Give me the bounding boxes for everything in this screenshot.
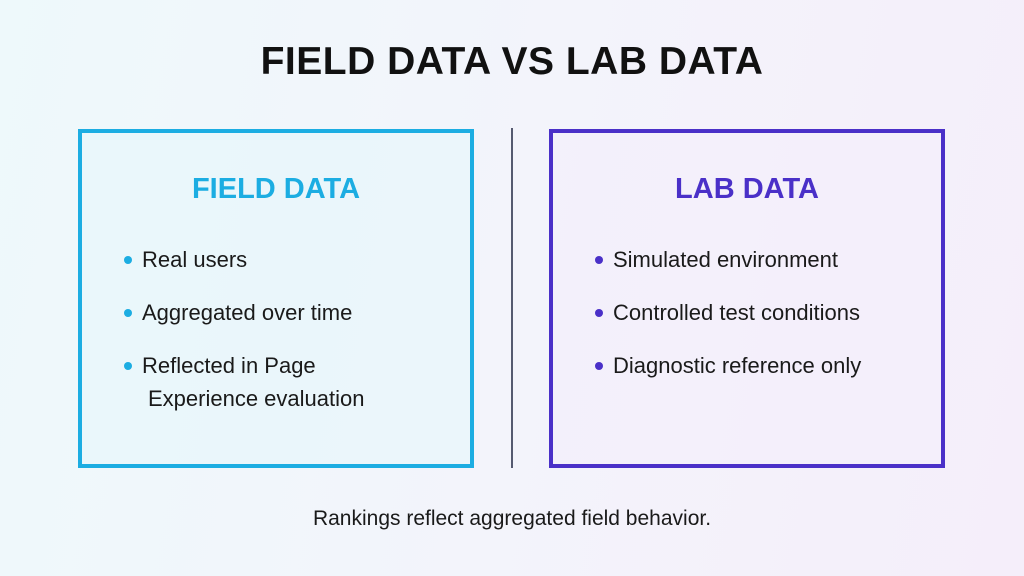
center-divider xyxy=(511,128,513,468)
footer-note: Rankings reflect aggregated field behavi… xyxy=(312,507,712,530)
bullet-icon xyxy=(124,362,132,370)
field-data-list: Real users Aggregated over time Reflecte… xyxy=(124,243,364,435)
page-title: FIELD DATA VS LAB DATA xyxy=(260,40,764,83)
list-item: Reflected in Page Experience evaluation xyxy=(124,349,364,415)
bullet-icon xyxy=(124,256,132,264)
list-item: Real users xyxy=(124,243,364,276)
field-data-panel: FIELD DATA Real users Aggregated over ti… xyxy=(78,129,474,468)
list-item: Simulated environment xyxy=(595,243,861,276)
lab-data-list: Simulated environment Controlled test co… xyxy=(595,243,861,402)
bullet-icon xyxy=(595,362,603,370)
bullet-icon xyxy=(124,309,132,317)
field-data-heading: FIELD DATA xyxy=(191,173,361,205)
list-item: Aggregated over time xyxy=(124,296,364,329)
bullet-icon xyxy=(595,309,603,317)
bullet-icon xyxy=(595,256,603,264)
list-item: Controlled test conditions xyxy=(595,296,861,329)
list-item: Diagnostic reference only xyxy=(595,349,861,382)
lab-data-heading: LAB DATA xyxy=(675,173,819,205)
lab-data-panel: LAB DATA Simulated environment Controlle… xyxy=(549,129,945,468)
